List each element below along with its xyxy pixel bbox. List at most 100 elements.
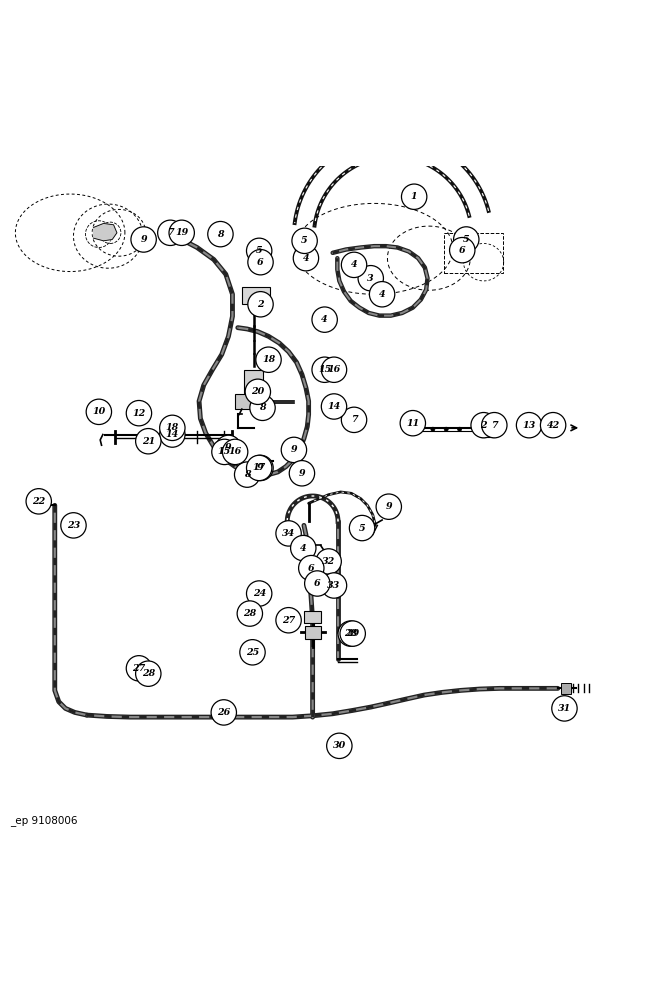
Text: 6: 6 <box>257 258 264 267</box>
Text: 1: 1 <box>411 192 418 201</box>
Bar <box>242 287 270 304</box>
Circle shape <box>552 696 577 721</box>
Text: 9: 9 <box>291 445 297 454</box>
Circle shape <box>349 515 375 541</box>
Circle shape <box>289 461 315 486</box>
Circle shape <box>126 400 152 426</box>
Circle shape <box>291 535 316 561</box>
Text: 9: 9 <box>225 443 232 452</box>
Text: 27: 27 <box>282 616 295 625</box>
Bar <box>304 611 321 623</box>
Text: 2: 2 <box>257 300 264 309</box>
Text: 18: 18 <box>262 355 275 364</box>
Bar <box>561 683 571 694</box>
Circle shape <box>338 621 363 646</box>
Text: 12: 12 <box>132 409 146 418</box>
Circle shape <box>276 521 301 546</box>
Circle shape <box>340 621 365 646</box>
Text: 5: 5 <box>256 246 263 255</box>
Circle shape <box>401 184 427 209</box>
Circle shape <box>471 412 496 438</box>
Text: 5: 5 <box>301 236 308 245</box>
Text: 4: 4 <box>321 315 328 324</box>
Circle shape <box>248 292 273 317</box>
Text: 8: 8 <box>217 230 224 239</box>
Circle shape <box>321 573 347 598</box>
Text: 4: 4 <box>351 260 357 269</box>
Text: 14: 14 <box>166 430 179 439</box>
Circle shape <box>458 427 462 431</box>
Text: 26: 26 <box>217 708 230 717</box>
Circle shape <box>126 656 152 681</box>
Circle shape <box>376 494 401 519</box>
Circle shape <box>281 437 307 463</box>
Circle shape <box>256 347 281 372</box>
Circle shape <box>341 407 367 433</box>
Circle shape <box>299 555 324 581</box>
Text: 5: 5 <box>463 235 470 244</box>
Text: 33: 33 <box>327 581 341 590</box>
Text: 16: 16 <box>228 447 242 456</box>
Text: 7: 7 <box>491 421 498 430</box>
Circle shape <box>276 608 301 633</box>
Text: 29: 29 <box>346 629 359 638</box>
Text: 9: 9 <box>140 235 147 244</box>
Polygon shape <box>28 500 43 512</box>
Circle shape <box>327 733 352 759</box>
Text: 9: 9 <box>257 463 264 472</box>
Circle shape <box>305 571 330 596</box>
Text: 6: 6 <box>308 564 315 573</box>
Circle shape <box>312 307 337 332</box>
Text: 4: 4 <box>379 290 385 299</box>
Circle shape <box>454 227 479 252</box>
Text: _ep 9108006: _ep 9108006 <box>10 815 77 826</box>
Circle shape <box>240 640 265 665</box>
Circle shape <box>248 249 273 275</box>
Circle shape <box>160 415 185 441</box>
Circle shape <box>246 238 272 264</box>
Circle shape <box>341 252 367 278</box>
Circle shape <box>444 427 448 431</box>
Bar <box>444 233 503 273</box>
Text: 10: 10 <box>92 407 106 416</box>
Text: 3: 3 <box>367 274 374 283</box>
Text: 15: 15 <box>218 447 231 456</box>
Circle shape <box>516 412 542 438</box>
Circle shape <box>540 412 566 438</box>
Circle shape <box>400 410 426 436</box>
Circle shape <box>169 220 194 245</box>
Circle shape <box>246 581 272 606</box>
Circle shape <box>158 220 183 245</box>
Text: 16: 16 <box>327 365 341 374</box>
Text: 13: 13 <box>522 421 536 430</box>
Text: 2: 2 <box>480 421 487 430</box>
Circle shape <box>61 513 86 538</box>
Circle shape <box>211 700 236 725</box>
Text: 8: 8 <box>244 470 250 479</box>
Text: 8: 8 <box>259 403 266 412</box>
Text: 25: 25 <box>246 648 259 657</box>
Text: 24: 24 <box>253 589 266 598</box>
Text: 30: 30 <box>333 741 346 750</box>
Text: 14: 14 <box>327 402 341 411</box>
Circle shape <box>136 661 161 686</box>
Text: 28: 28 <box>142 669 155 678</box>
Circle shape <box>136 429 161 454</box>
Circle shape <box>292 228 317 254</box>
Text: 6: 6 <box>314 579 321 588</box>
Text: 22: 22 <box>32 497 45 506</box>
Text: 7: 7 <box>351 415 357 424</box>
Circle shape <box>234 462 260 487</box>
Circle shape <box>216 435 241 461</box>
Circle shape <box>482 412 507 438</box>
Circle shape <box>369 282 395 307</box>
Text: 21: 21 <box>142 437 155 446</box>
Circle shape <box>237 601 263 626</box>
Text: 17: 17 <box>253 463 266 472</box>
Circle shape <box>160 422 185 447</box>
Text: 9: 9 <box>385 502 392 511</box>
Polygon shape <box>94 223 117 241</box>
Bar <box>305 626 321 639</box>
Circle shape <box>293 245 319 271</box>
Text: 28: 28 <box>243 609 257 618</box>
